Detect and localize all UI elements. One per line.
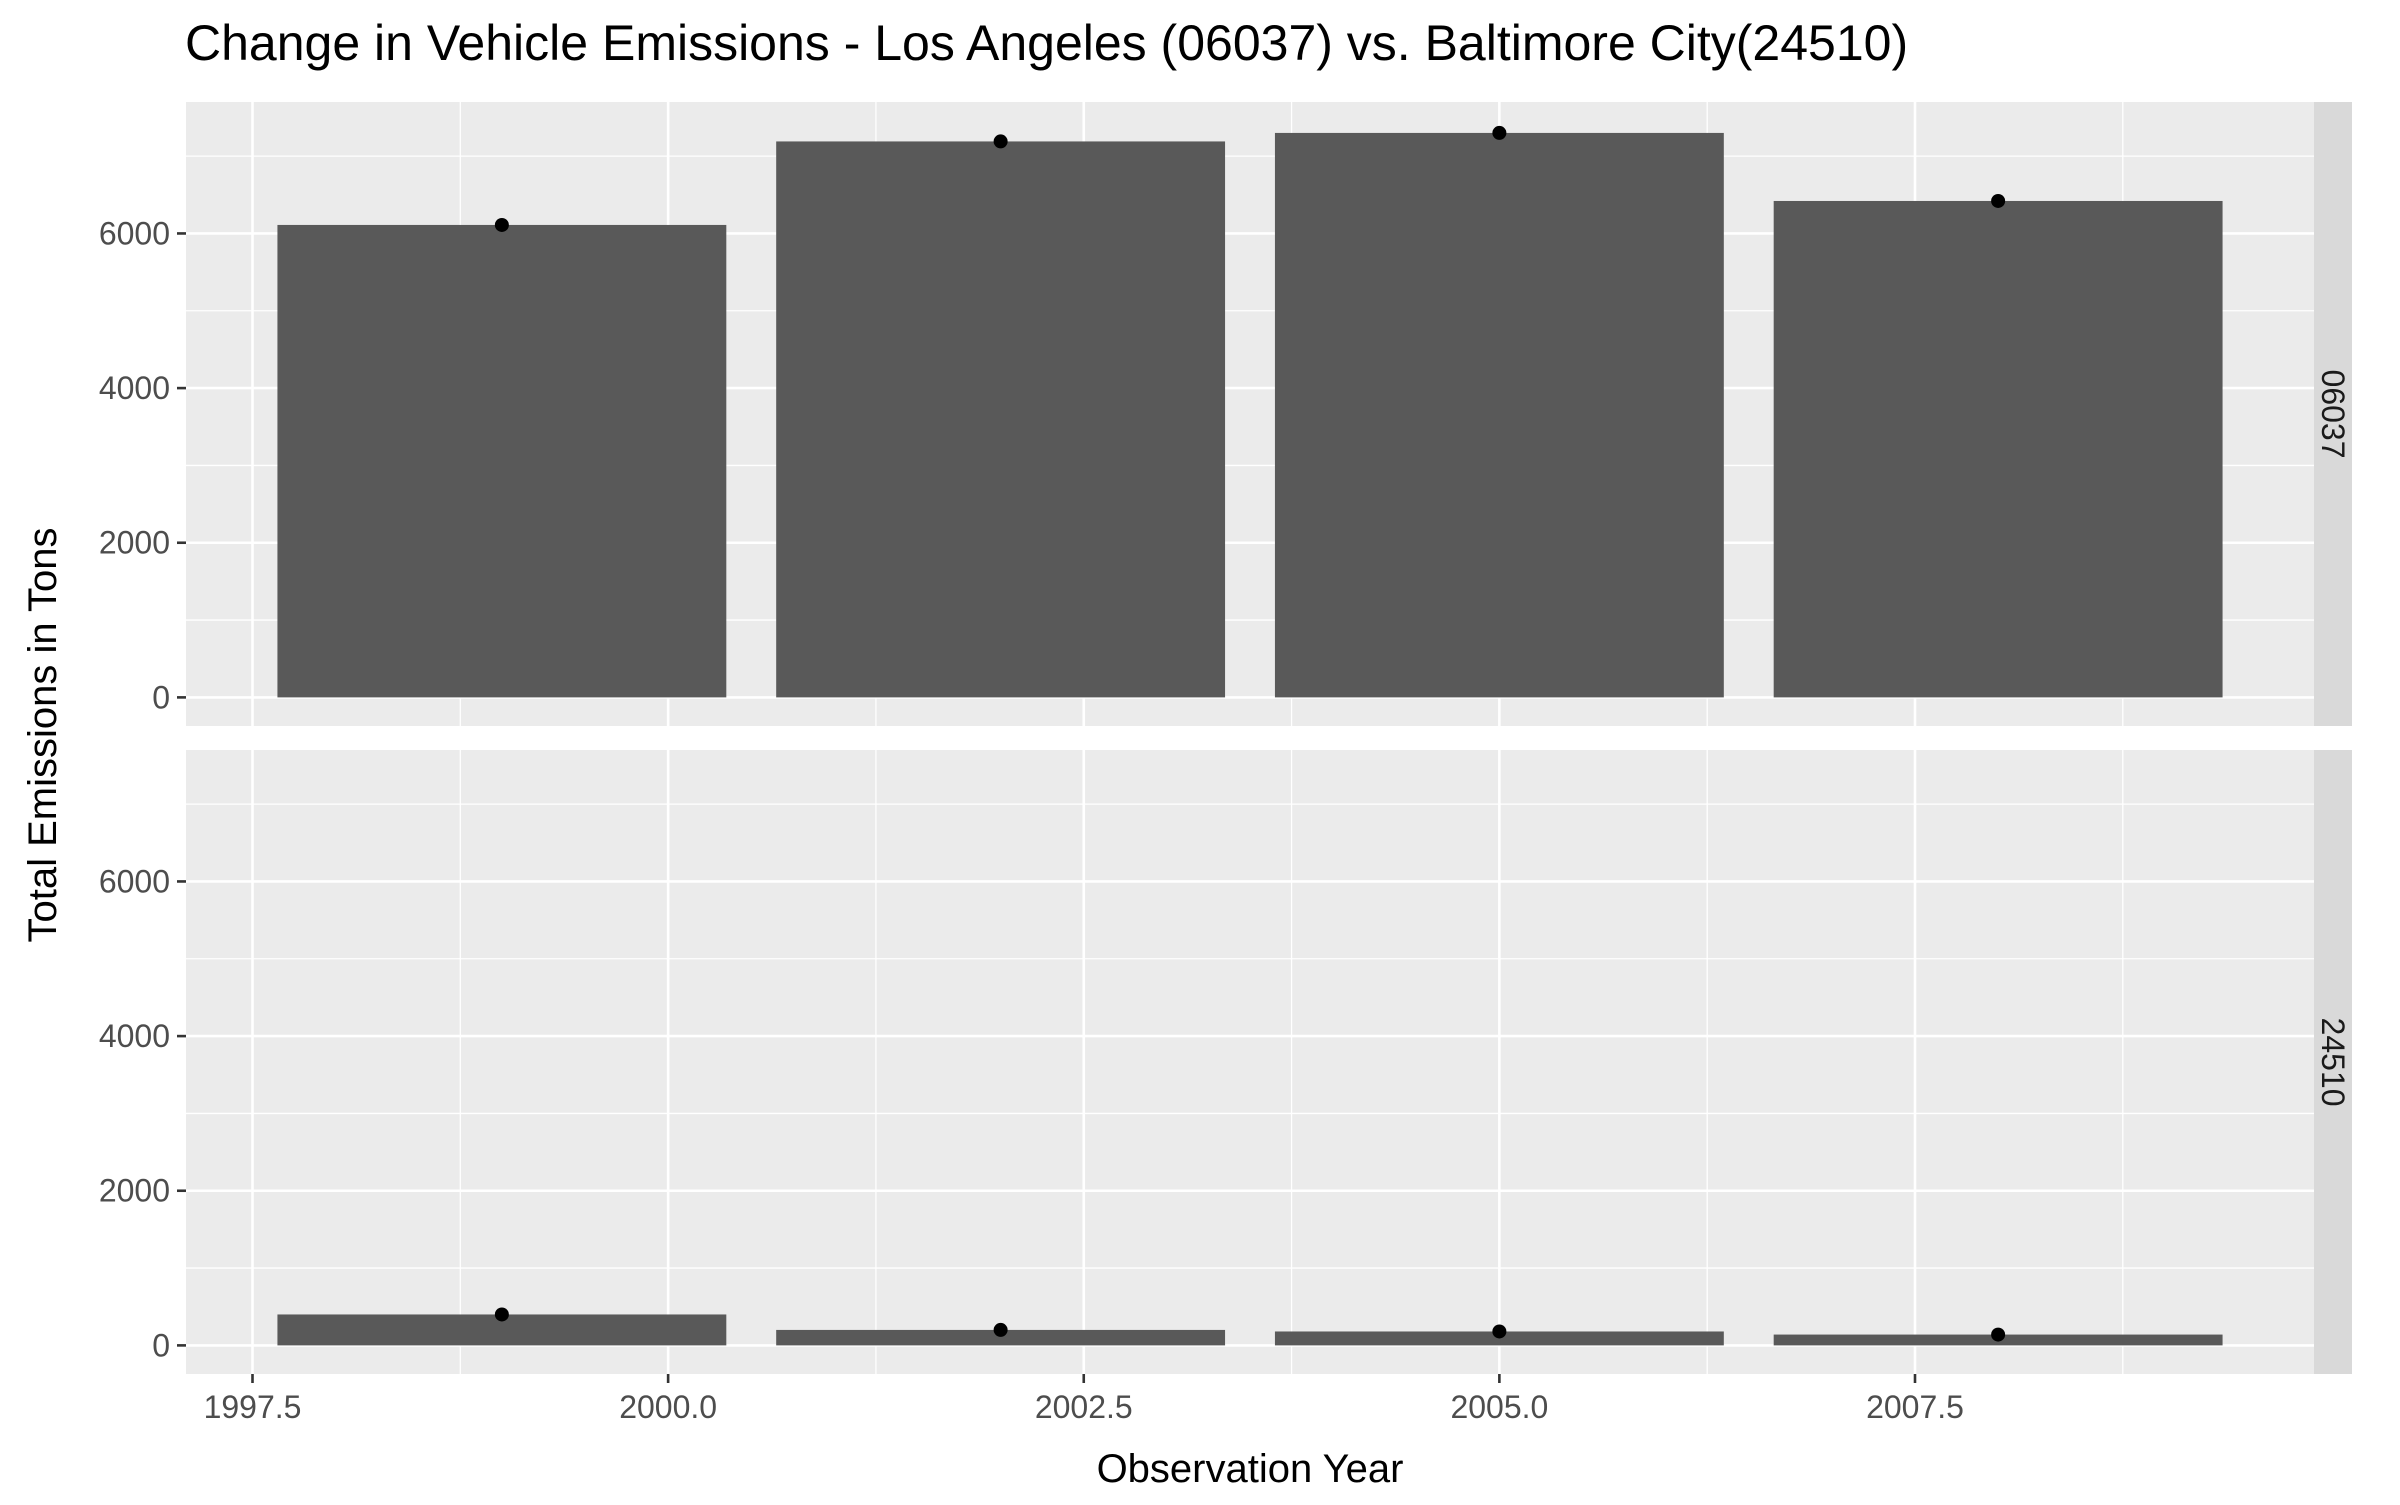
data-point [1492,125,1507,140]
y-axis-24510: 0 2000 4000 6000 [99,863,186,1363]
y-axis-06037: 0 2000 4000 6000 [99,215,186,715]
strip-label: 06037 [2315,370,2351,459]
bar [1274,132,1724,698]
x-axis-title: Observation Year [1097,1447,1404,1491]
chart-title: Change in Vehicle Emissions - Los Angele… [185,15,1908,71]
strip-background [2314,102,2352,726]
y-tick-label: 4000 [99,370,170,406]
bar [1773,200,2223,698]
data-point [1492,1324,1507,1339]
y-tick-label: 0 [152,1327,170,1363]
facet-strip-06037: 06037 [2314,102,2352,726]
data-point [993,134,1008,149]
facet-strip-24510: 24510 [2314,750,2352,1374]
y-tick-label: 6000 [99,863,170,899]
facet-panel-06037 [186,102,2314,726]
data-point [1991,1327,2006,1342]
bar [776,141,1226,698]
y-tick-label: 0 [152,679,170,715]
x-tick-label: 2002.5 [1035,1389,1133,1425]
y-axis-title: Total Emissions in Tons [21,528,65,943]
x-axis: 1997.5 2000.0 2002.5 2005.0 2007.5 [204,1374,1964,1425]
x-tick-label: 1997.5 [204,1389,302,1425]
bar [277,224,727,698]
x-tick-label: 2007.5 [1866,1389,1964,1425]
panel-background [186,750,2314,1374]
y-tick-label: 6000 [99,215,170,251]
data-point [494,1307,509,1322]
strip-label: 24510 [2315,1018,2351,1107]
x-tick-label: 2000.0 [619,1389,717,1425]
facet-panel-24510 [186,750,2314,1374]
x-tick-label: 2005.0 [1450,1389,1548,1425]
y-tick-label: 2000 [99,525,170,561]
y-tick-label: 4000 [99,1018,170,1054]
y-tick-label: 2000 [99,1173,170,1209]
data-point [494,217,509,232]
data-point [993,1322,1008,1337]
data-point [1991,193,2006,208]
strip-background [2314,750,2352,1374]
bar [776,1329,1226,1346]
